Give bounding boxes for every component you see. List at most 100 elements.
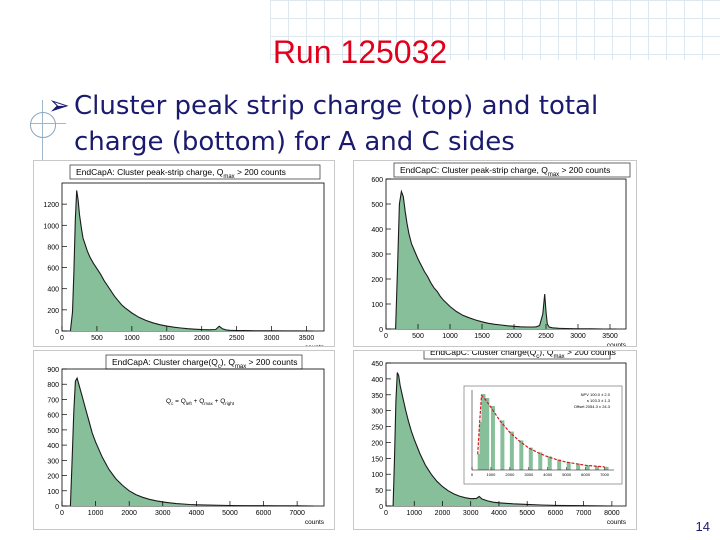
y-tick-label: 200	[47, 474, 59, 481]
x-tick-label: 0	[60, 510, 64, 517]
x-tick-label: 2000	[435, 510, 451, 517]
histogram-outline	[69, 376, 314, 507]
histogram-outline	[69, 190, 314, 332]
x-tick-label: 0	[384, 510, 388, 517]
chart-title-box	[393, 162, 631, 178]
y-tick-label: 600	[47, 266, 59, 273]
inset-stats-line: Offset 2054.3 ± 24.3	[574, 404, 611, 409]
y-tick-label: 400	[47, 287, 59, 294]
inset-x-tick-label: 3000	[524, 472, 534, 477]
y-tick-label: 400	[371, 227, 383, 234]
inset-bar	[490, 406, 495, 470]
inset-bar	[485, 398, 490, 470]
x-tick-label: 1500	[159, 335, 175, 342]
y-tick-label: 400	[47, 443, 59, 450]
inset-bar	[566, 462, 571, 470]
y-tick-label: 250	[371, 425, 383, 432]
chart-title: EndCapA: Cluster peak-strip charge, Qmax…	[76, 167, 286, 180]
inset-x-tick-label: 5000	[562, 472, 572, 477]
x-tick-label: 2500	[229, 335, 245, 342]
y-tick-label: 0	[55, 329, 59, 336]
x-tick-label: 4000	[491, 510, 507, 517]
x-tick-label: 3000	[264, 335, 280, 342]
chart-title-box	[423, 351, 611, 360]
inset-bar	[595, 466, 600, 470]
y-tick-label: 800	[47, 244, 59, 251]
x-tick-label: 3500	[299, 335, 315, 342]
x-tick-label: 6000	[256, 510, 272, 517]
x-tick-label: 6000	[548, 510, 564, 517]
y-tick-label: 600	[371, 177, 383, 184]
y-tick-label: 450	[371, 361, 383, 368]
x-tick-label: 500	[412, 333, 424, 340]
bullet-line-1: Cluster peak strip charge (top) and tota…	[74, 91, 599, 121]
y-tick-label: 0	[379, 327, 383, 334]
chart-title: EndCapC: Cluster charge(Qc), Qmax > 200 …	[430, 351, 616, 360]
histogram-fill	[70, 190, 314, 331]
y-tick-label: 300	[47, 458, 59, 465]
x-tick-label: 7000	[289, 510, 305, 517]
inset-bar	[528, 447, 533, 470]
x-tick-label: 2500	[538, 333, 554, 340]
x-tick-label: 2000	[121, 510, 137, 517]
x-tick-label: 5000	[519, 510, 535, 517]
y-tick-label: 800	[47, 382, 59, 389]
bullet-line-2: charge (bottom) for A and C sides	[74, 127, 515, 157]
x-tick-label: 2000	[194, 335, 210, 342]
chart-title: EndCapC: Cluster peak-strip charge, Qmax…	[400, 165, 610, 178]
chart-panel-endcapa-peak: EndCapA: Cluster peak-strip charge, Qmax…	[33, 160, 335, 347]
histogram-outline	[392, 372, 612, 507]
decorative-circle	[30, 112, 56, 138]
x-tick-label: 8000	[604, 510, 620, 517]
chart-panel-endcapc-peak: EndCapC: Cluster peak-strip charge, Qmax…	[353, 160, 637, 347]
inset-bar	[585, 465, 590, 470]
x-tick-label: 1000	[406, 510, 422, 517]
y-tick-label: 1200	[43, 202, 59, 209]
y-tick-label: 50	[375, 488, 383, 495]
x-tick-label: 3500	[602, 333, 618, 340]
inset-bar	[604, 466, 609, 470]
x-tick-label: 1000	[124, 335, 140, 342]
y-tick-label: 900	[47, 367, 59, 374]
slide-title: Run 125032	[272, 34, 448, 70]
x-tick-label: 1000	[88, 510, 104, 517]
y-tick-label: 600	[47, 413, 59, 420]
chart-title: EndCapA: Cluster charge(Qc), Qmax > 200 …	[112, 357, 297, 370]
y-tick-label: 0	[55, 504, 59, 511]
inset-x-tick-label: 6000	[581, 472, 591, 477]
inset-x-tick-label: 7000	[600, 472, 610, 477]
inset-x-tick-label: 2000	[505, 472, 515, 477]
inset-stats-line: s 103.3 ± 1.3	[587, 398, 611, 403]
chart-title-box	[69, 164, 321, 180]
x-tick-label: 0	[60, 335, 64, 342]
x-tick-label: 500	[91, 335, 103, 342]
y-tick-label: 100	[371, 472, 383, 479]
inset-bar	[538, 452, 543, 470]
inset-bar	[547, 456, 552, 470]
chart-panel-endcapa-total: EndCapA: Cluster charge(Qc), Qmax > 200 …	[33, 350, 335, 530]
header-grid-decoration	[270, 0, 720, 60]
chart-endcapc-cluster-charge: EndCapC: Cluster charge(Qc), Qmax > 200 …	[371, 351, 627, 526]
y-tick-label: 400	[371, 377, 383, 384]
x-tick-label: 4000	[189, 510, 205, 517]
inset-bar	[509, 431, 514, 470]
y-tick-label: 700	[47, 397, 59, 404]
y-tick-label: 100	[47, 489, 59, 496]
y-tick-label: 200	[371, 440, 383, 447]
histogram-fill	[70, 378, 314, 506]
page-number: 14	[695, 519, 710, 534]
x-tick-label: 0	[384, 333, 388, 340]
y-tick-label: 300	[371, 252, 383, 259]
x-tick-label: 1500	[474, 333, 490, 340]
x-tick-label: 7000	[576, 510, 592, 517]
inset-plot: 0 1000 2000 3000 4000 5000 6000 7000 NPV 100.0 ±…	[463, 385, 623, 485]
y-tick-label: 200	[371, 277, 383, 284]
inset-bar	[519, 440, 524, 470]
y-tick-label: 200	[47, 308, 59, 315]
chart-endcapc-peak-strip: EndCapC: Cluster peak-strip charge, Qmax…	[371, 162, 631, 346]
y-tick-label: 500	[371, 202, 383, 209]
inset-bar	[576, 463, 581, 470]
y-tick-label: 500	[47, 428, 59, 435]
inset-bar	[481, 394, 486, 470]
histogram-fill	[393, 372, 612, 506]
